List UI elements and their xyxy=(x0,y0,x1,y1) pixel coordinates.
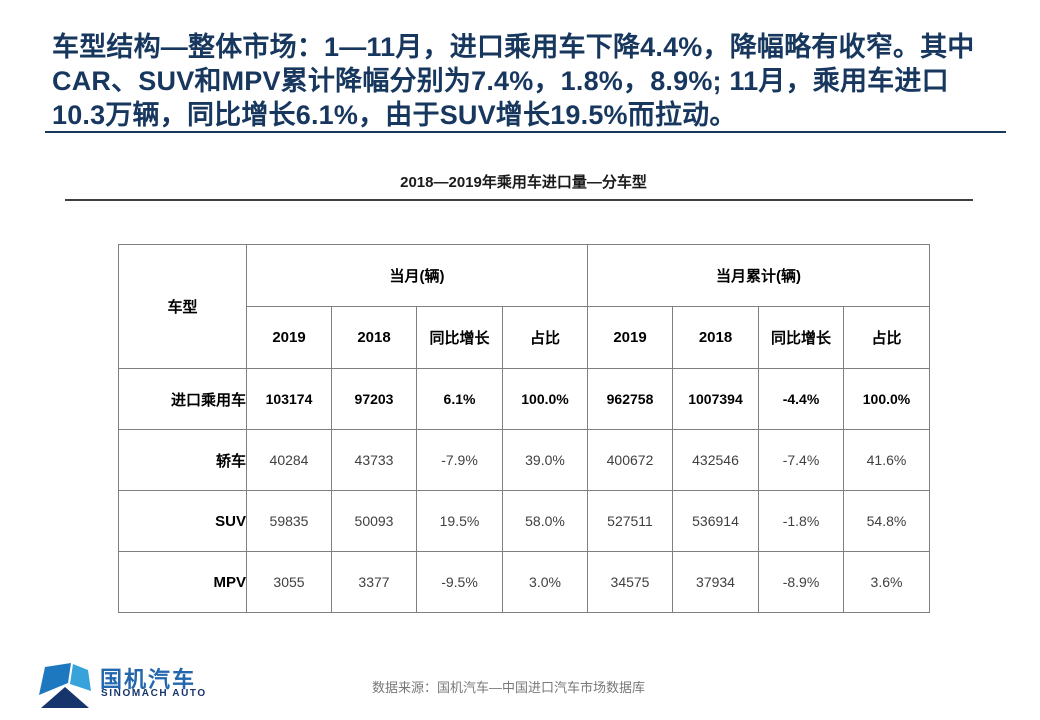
table-cell: 527511 xyxy=(587,490,673,552)
logo-chinese-name: 国机汽车 xyxy=(100,667,197,692)
table-sub-header-row: 2019 2018 同比增长 占比 2019 2018 同比增长 占比 xyxy=(119,306,930,369)
logo-english-name: SINOMACH AUTO xyxy=(101,688,207,699)
table-cell: -7.9% xyxy=(416,429,503,491)
table-title: 2018—2019年乘用车进口量—分车型 xyxy=(400,174,647,191)
table-cell: -9.5% xyxy=(416,551,503,613)
column-header-cumulative-yoy: 同比增长 xyxy=(758,306,844,369)
table-cell: 50093 xyxy=(331,490,417,552)
header-vehicle-type: 车型 xyxy=(118,244,247,369)
row-label: 轿车 xyxy=(118,429,247,491)
table-group-header-row: 车型 当月(辆) 当月累计(辆) xyxy=(118,244,930,369)
table-cell: 39.0% xyxy=(502,429,588,491)
table-cell: 100.0% xyxy=(843,368,930,430)
table-cell: 40284 xyxy=(246,429,332,491)
column-header-monthly-yoy: 同比增长 xyxy=(416,306,503,369)
table-cell: 58.0% xyxy=(502,490,588,552)
table-cell: 536914 xyxy=(672,490,759,552)
table-cell: 962758 xyxy=(587,368,673,430)
table-cell: 1007394 xyxy=(672,368,759,430)
table-cell: 432546 xyxy=(672,429,759,491)
column-header-cumulative-share: 占比 xyxy=(843,306,930,369)
table-row-suv: SUV 59835 50093 19.5% 58.0% 527511 53691… xyxy=(118,490,930,552)
headline-line-2: CAR、SUV和MPV累计降幅分别为7.4%，1.8%，8.9%; 11月，乘用… xyxy=(52,66,949,96)
table-cell: 97203 xyxy=(331,368,417,430)
row-label: SUV xyxy=(118,490,247,552)
group-header-cumulative: 当月累计(辆) xyxy=(587,244,930,307)
table-title-underline xyxy=(65,199,973,201)
data-source-text: 数据来源：国机汽车—中国进口汽车市场数据库 xyxy=(372,680,646,695)
table-cell: 41.6% xyxy=(843,429,930,491)
column-header-monthly-2019: 2019 xyxy=(246,306,332,369)
table-cell: 3.0% xyxy=(502,551,588,613)
table-cell: 43733 xyxy=(331,429,417,491)
column-header-cumulative-2018: 2018 xyxy=(672,306,759,369)
column-header-monthly-share: 占比 xyxy=(502,306,588,369)
import-volume-table: 车型 当月(辆) 当月累计(辆) 2019 2018 同比增长 占比 2019 … xyxy=(118,244,930,613)
table-cell: 3.6% xyxy=(843,551,930,613)
headline-line-3: 10.3万辆，同比增长6.1%，由于SUV增长19.5%而拉动。 xyxy=(52,100,737,130)
table-cell: 54.8% xyxy=(843,490,930,552)
table-cell: 59835 xyxy=(246,490,332,552)
table-cell: 3377 xyxy=(331,551,417,613)
table-cell: -8.9% xyxy=(758,551,844,613)
table-cell: 100.0% xyxy=(502,368,588,430)
table-row-mpv: MPV 3055 3377 -9.5% 3.0% 34575 37934 -8.… xyxy=(118,551,930,613)
sinomach-mountain-logo-icon xyxy=(39,663,91,708)
table-cell: -1.8% xyxy=(758,490,844,552)
table-row-imported-pv: 进口乘用车 103174 97203 6.1% 100.0% 962758 10… xyxy=(118,368,930,430)
table-cell: 3055 xyxy=(246,551,332,613)
table-cell: 400672 xyxy=(587,429,673,491)
column-header-cumulative-2019: 2019 xyxy=(587,306,673,369)
table-cell: 103174 xyxy=(246,368,332,430)
group-header-monthly: 当月(辆) xyxy=(246,244,588,307)
row-label: MPV xyxy=(118,551,247,613)
column-header-monthly-2018: 2018 xyxy=(331,306,417,369)
table-row-sedan: 轿车 40284 43733 -7.9% 39.0% 400672 432546… xyxy=(118,429,930,491)
table-cell: 37934 xyxy=(672,551,759,613)
headline-line-1: 车型结构—整体市场：1—11月，进口乘用车下降4.4%，降幅略有收窄。其中 xyxy=(52,32,975,62)
table-cell: 34575 xyxy=(587,551,673,613)
table-cell: 6.1% xyxy=(416,368,503,430)
headline-underline xyxy=(45,131,1006,133)
table-cell: -7.4% xyxy=(758,429,844,491)
table-cell: 19.5% xyxy=(416,490,503,552)
row-label: 进口乘用车 xyxy=(118,368,247,430)
table-cell: -4.4% xyxy=(758,368,844,430)
slide-headline: 车型结构—整体市场：1—11月，进口乘用车下降4.4%，降幅略有收窄。其中 CA… xyxy=(52,30,975,132)
